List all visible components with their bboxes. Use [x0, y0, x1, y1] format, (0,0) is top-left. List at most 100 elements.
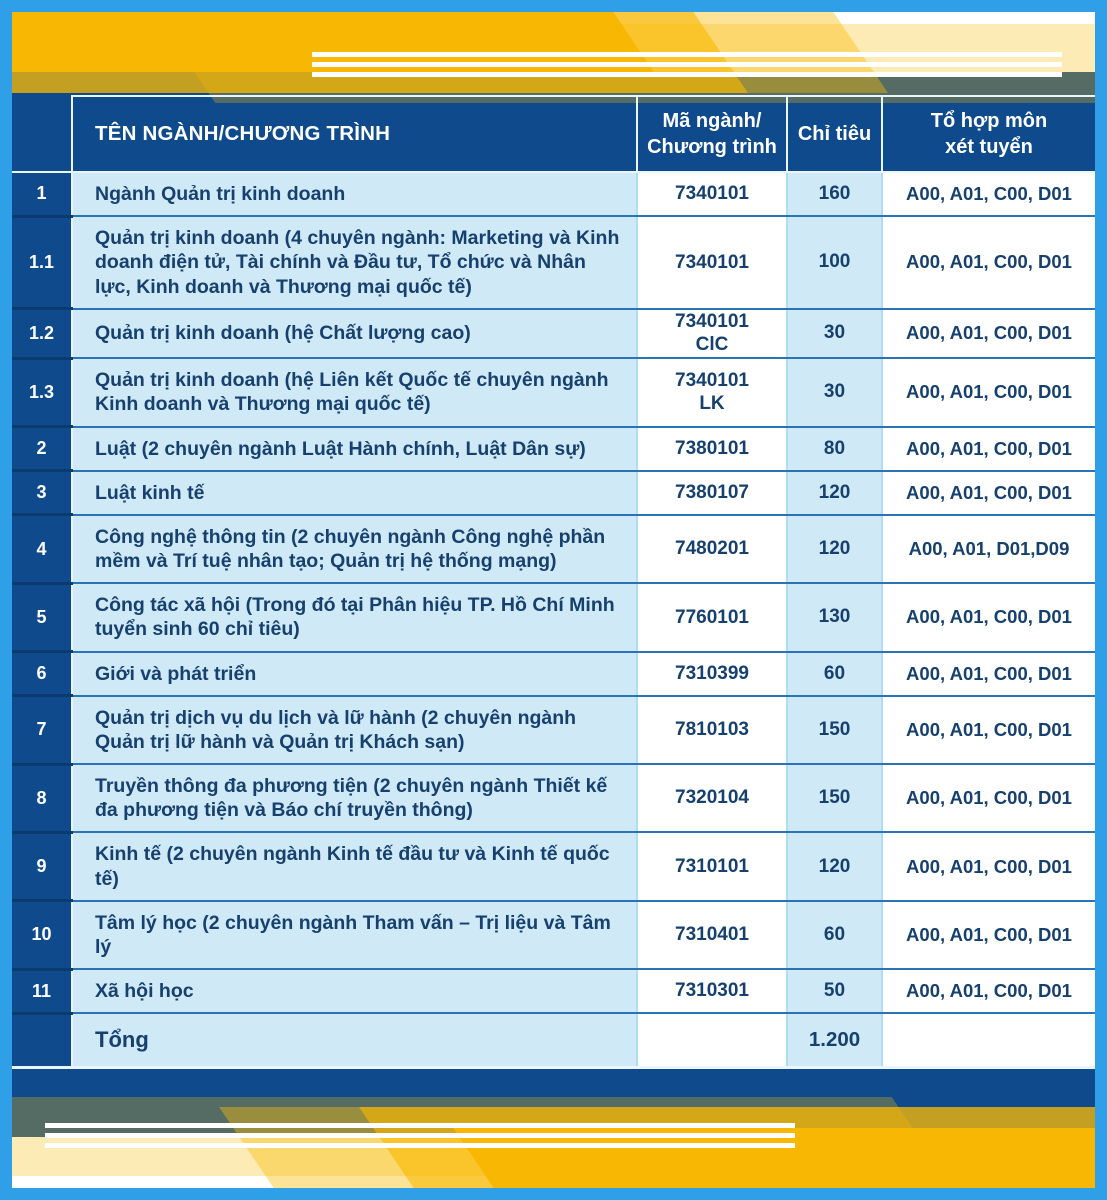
row-number: 1.1 — [12, 216, 73, 311]
quota-value: 50 — [787, 969, 883, 1015]
top-white-strip — [12, 12, 1095, 72]
table-row: 9 Kinh tế (2 chuyên ngành Kinh tế đầu tư… — [12, 832, 1095, 903]
admissions-table: TÊN NGÀNH/CHƯƠNG TRÌNH Mã ngành/ Chương … — [12, 95, 1095, 1069]
row-number: 4 — [12, 514, 73, 585]
major-name: Ngành Quản trị kinh doanh — [72, 172, 638, 218]
major-code: 7340101 — [637, 216, 788, 310]
total-quota-value: 1.200 — [787, 1013, 883, 1069]
quota-value: 60 — [787, 900, 883, 971]
subject-combination: A00, A01, C00, D01 — [882, 216, 1095, 310]
table-row: 1.1 Quản trị kinh doanh (4 chuyên ngành:… — [12, 216, 1095, 311]
quota-value: 100 — [787, 216, 883, 310]
quota-value: 120 — [787, 514, 883, 585]
major-code: 7380101 — [637, 426, 788, 472]
row-number: 11 — [12, 969, 73, 1015]
quota-value: 120 — [787, 832, 883, 902]
quota-value: 30 — [787, 358, 883, 428]
row-number: 1.2 — [12, 308, 73, 360]
total-code-cell — [637, 1013, 788, 1069]
major-name: Luật kinh tế — [72, 470, 638, 516]
quota-value: 60 — [787, 651, 883, 697]
table-row: 2 Luật (2 chuyên ngành Luật Hành chính, … — [12, 426, 1095, 473]
quota-value: 80 — [787, 426, 883, 472]
table-row: 8 Truyền thông đa phương tiện (2 chuyên … — [12, 764, 1095, 834]
table-row: 10 Tâm lý học (2 chuyên ngành Tham vấn –… — [12, 900, 1095, 971]
major-code: 7340101 — [637, 172, 788, 218]
table-header-row: TÊN NGÀNH/CHƯƠNG TRÌNH Mã ngành/ Chương … — [12, 95, 1095, 173]
major-code: 7340101 ClC — [637, 308, 788, 360]
subject-combination: A00, A01, C00, D01 — [882, 832, 1095, 902]
major-code: 7310301 — [637, 969, 788, 1015]
total-label: Tổng — [72, 1013, 638, 1069]
header-subject-combination: Tổ hợp môn xét tuyển — [882, 95, 1095, 173]
subject-combination: A00, A01, C00, D01 — [882, 651, 1095, 697]
major-code: 7310399 — [637, 651, 788, 697]
major-code: 7380107 — [637, 470, 788, 516]
major-code: 7760101 — [637, 583, 788, 653]
quota-value: 30 — [787, 308, 883, 360]
table-row: 1.2 Quản trị kinh doanh (hệ Chất lượng c… — [12, 308, 1095, 360]
header-major-name: TÊN NGÀNH/CHƯƠNG TRÌNH — [72, 95, 638, 173]
subject-combination: A00, A01, C00, D01 — [882, 695, 1095, 766]
table-row: 7 Quản trị dịch vụ du lịch và lữ hành (2… — [12, 695, 1095, 766]
major-name: Quản trị kinh doanh (4 chuyên ngành: Mar… — [72, 216, 638, 310]
row-number: 1 — [12, 172, 73, 218]
major-name: Luật (2 chuyên ngành Luật Hành chính, Lu… — [72, 426, 638, 472]
major-name: Tâm lý học (2 chuyên ngành Tham vấn – Tr… — [72, 900, 638, 971]
total-number-cell — [12, 1013, 73, 1069]
major-name: Quản trị kinh doanh (hệ Chất lượng cao) — [72, 308, 638, 360]
subject-combination: A00, A01, C00, D01 — [882, 358, 1095, 428]
major-name: Truyền thông đa phương tiện (2 chuyên ng… — [72, 764, 638, 834]
row-number: 9 — [12, 832, 73, 903]
row-number: 7 — [12, 695, 73, 766]
row-number: 10 — [12, 900, 73, 971]
header-major-code: Mã ngành/ Chương trình — [637, 95, 788, 173]
table-row: 4 Công nghệ thông tin (2 chuyên ngành Cô… — [12, 514, 1095, 585]
header-quota: Chỉ tiêu — [787, 95, 883, 173]
table-row: 11 Xã hội học 7310301 50 A00, A01, C00, … — [12, 969, 1095, 1015]
row-number: 3 — [12, 470, 73, 517]
quota-value: 150 — [787, 764, 883, 834]
major-name: Quản trị kinh doanh (hệ Liên kết Quốc tế… — [72, 358, 638, 428]
row-number: 2 — [12, 426, 73, 473]
total-combo-cell — [882, 1013, 1095, 1069]
quota-value: 150 — [787, 695, 883, 766]
table-row: 3 Luật kinh tế 7380107 120 A00, A01, C00… — [12, 470, 1095, 517]
table-row: 5 Công tác xã hội (Trong đó tại Phân hiệ… — [12, 583, 1095, 654]
subject-combination: A00, A01, D01,D09 — [882, 514, 1095, 585]
bottom-white-strip — [12, 1137, 1095, 1188]
subject-combination: A00, A01, C00, D01 — [882, 426, 1095, 472]
major-name: Quản trị dịch vụ du lịch và lữ hành (2 c… — [72, 695, 638, 766]
subject-combination: A00, A01, C00, D01 — [882, 308, 1095, 360]
subject-combination: A00, A01, C00, D01 — [882, 470, 1095, 516]
major-name: Kinh tế (2 chuyên ngành Kinh tế đầu tư v… — [72, 832, 638, 902]
subject-combination: A00, A01, C00, D01 — [882, 583, 1095, 653]
row-number: 5 — [12, 583, 73, 654]
table-row: 1 Ngành Quản trị kinh doanh 7340101 160 … — [12, 172, 1095, 218]
major-name: Công tác xã hội (Trong đó tại Phân hiệu … — [72, 583, 638, 653]
subject-combination: A00, A01, C00, D01 — [882, 969, 1095, 1015]
subject-combination: A00, A01, C00, D01 — [882, 172, 1095, 218]
major-name: Giới và phát triển — [72, 651, 638, 697]
row-number: 1.3 — [12, 358, 73, 429]
quota-value: 120 — [787, 470, 883, 516]
total-row: Tổng 1.200 — [12, 1013, 1095, 1069]
table-row: 6 Giới và phát triển 7310399 60 A00, A01… — [12, 651, 1095, 698]
row-number: 6 — [12, 651, 73, 698]
major-code: 7310401 — [637, 900, 788, 971]
quota-value: 160 — [787, 172, 883, 218]
major-name: Xã hội học — [72, 969, 638, 1015]
major-code: 7310101 — [637, 832, 788, 902]
poster-content: TÊN NGÀNH/CHƯƠNG TRÌNH Mã ngành/ Chương … — [12, 12, 1095, 1188]
quota-value: 130 — [787, 583, 883, 653]
table-body: 1 Ngành Quản trị kinh doanh 7340101 160 … — [12, 172, 1095, 1015]
major-code: 7320104 — [637, 764, 788, 834]
subject-combination: A00, A01, C00, D01 — [882, 900, 1095, 971]
major-code: 7810103 — [637, 695, 788, 766]
table-row: 1.3 Quản trị kinh doanh (hệ Liên kết Quố… — [12, 358, 1095, 429]
row-number: 8 — [12, 764, 73, 834]
major-name: Công nghệ thông tin (2 chuyên ngành Công… — [72, 514, 638, 585]
major-code: 7340101 LK — [637, 358, 788, 428]
major-code: 7480201 — [637, 514, 788, 585]
